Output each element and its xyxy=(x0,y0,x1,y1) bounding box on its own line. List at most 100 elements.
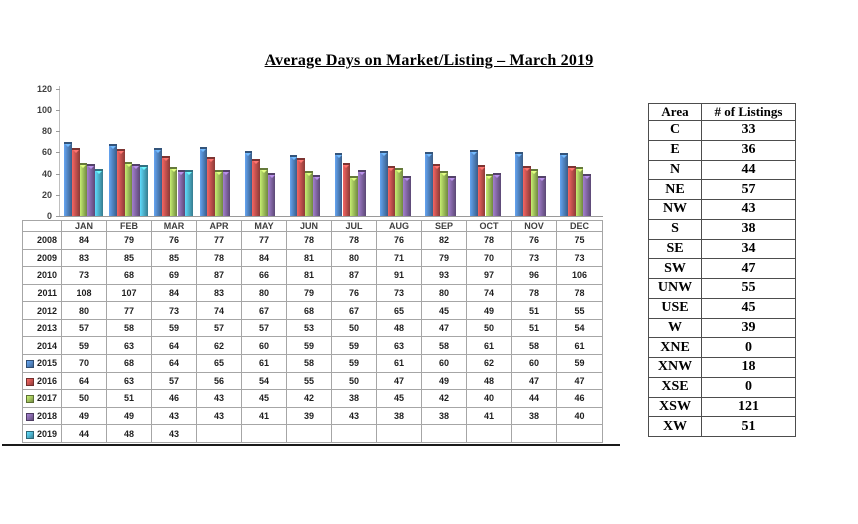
bar-top-highlight xyxy=(268,175,275,178)
bar-2018-mar xyxy=(177,170,186,216)
value-cell-2009-jan: 83 xyxy=(61,248,107,268)
value-cell-2013-jun: 53 xyxy=(286,318,332,338)
bar-top-highlight xyxy=(388,168,395,171)
value-cell-2017-feb: 51 xyxy=(106,389,152,408)
value-cell-2018-jan: 49 xyxy=(61,406,107,426)
value-cell-2017-apr: 43 xyxy=(196,389,242,408)
value-cell-2015-may: 61 xyxy=(241,354,287,373)
value-cell-2012-jul: 67 xyxy=(331,301,377,320)
bar-top-highlight xyxy=(335,155,342,158)
listings-row-xse: XSE 0 xyxy=(648,376,796,398)
bar-top-highlight xyxy=(200,149,207,152)
count-cell: 39 xyxy=(701,317,796,339)
value-cell-2011-jun: 79 xyxy=(286,283,332,303)
value-cell-2009-mar: 85 xyxy=(151,248,197,268)
value-cell-2013-mar: 59 xyxy=(151,318,197,338)
bar-top-highlight xyxy=(186,172,193,175)
bar-top-highlight xyxy=(568,168,575,171)
listings-row-se: SE 34 xyxy=(648,238,796,260)
bar-2019-feb xyxy=(140,165,148,216)
value-cell-2011-mar: 84 xyxy=(151,283,197,303)
bar-2016-dec xyxy=(568,166,576,216)
value-cell-2009-feb: 85 xyxy=(106,248,152,268)
value-cell-2019-dec xyxy=(556,424,603,443)
value-cell-2011-oct: 74 xyxy=(466,283,512,303)
listings-table: Area # of Listings C 33 E 36 N 44 NE 57 NW 43 S 38 S… xyxy=(648,103,796,437)
value-cell-2018-mar: 43 xyxy=(151,406,197,426)
bar-top-highlight xyxy=(305,173,312,176)
value-cell-2008-feb: 79 xyxy=(106,231,152,250)
y-axis-tick-label: 40 xyxy=(41,168,52,179)
bar-top-highlight xyxy=(215,172,222,175)
value-cell-2010-nov: 96 xyxy=(511,266,557,285)
value-cell-2019-nov xyxy=(511,424,557,443)
value-cell-2016-jan: 64 xyxy=(61,371,107,391)
monthly-data-table: JAN FEB MAR APR MAY JUN JUL AUG SEP OCT NOV DEC 200… xyxy=(22,220,603,443)
area-cell: XNE xyxy=(648,337,702,358)
table-row-2015: 2015 70 68 64 65 61 58 59 61 60 62 60 59 xyxy=(22,354,603,373)
area-cell: C xyxy=(648,120,702,141)
value-cell-2010-jan: 73 xyxy=(61,266,107,285)
value-cell-2018-feb: 49 xyxy=(106,406,152,426)
value-cell-2009-aug: 71 xyxy=(376,248,422,268)
value-cell-2008-apr: 77 xyxy=(196,231,242,250)
x-axis-line xyxy=(59,216,603,217)
value-cell-2015-nov: 60 xyxy=(511,354,557,373)
value-cell-2017-mar: 46 xyxy=(151,389,197,408)
listings-header-area: Area xyxy=(648,103,702,121)
value-cell-2013-jul: 50 xyxy=(331,318,377,338)
bar-top-highlight xyxy=(245,153,252,156)
count-cell: 36 xyxy=(701,139,796,161)
value-cell-2014-jun: 59 xyxy=(286,336,332,356)
year-cell-2016: 2016 xyxy=(22,371,62,391)
y-axis-line xyxy=(59,86,60,217)
listings-row-nw: NW 43 xyxy=(648,199,796,220)
bar-top-highlight xyxy=(253,161,260,164)
bar-top-highlight xyxy=(351,178,358,181)
bar-top-highlight xyxy=(478,167,485,170)
legend-key-2015 xyxy=(26,360,34,369)
month-header-aug: AUG xyxy=(376,220,422,232)
count-cell: 47 xyxy=(701,258,796,279)
value-cell-2010-dec: 106 xyxy=(556,266,603,285)
value-cell-2013-jan: 57 xyxy=(61,318,107,338)
value-cell-2012-may: 67 xyxy=(241,301,287,320)
value-cell-2015-dec: 59 xyxy=(556,354,603,373)
value-cell-2018-jul: 43 xyxy=(331,406,377,426)
bar-top-highlight xyxy=(343,165,350,168)
area-cell: XNW xyxy=(648,357,702,378)
value-cell-2011-apr: 83 xyxy=(196,283,242,303)
y-axis-tick-mark xyxy=(56,110,60,111)
value-cell-2009-dec: 73 xyxy=(556,248,603,268)
bar-top-highlight xyxy=(290,157,297,160)
bar-2016-jul xyxy=(342,163,351,216)
bar-2015-dec xyxy=(560,153,568,216)
bar-2018-jan xyxy=(87,164,95,216)
value-cell-2008-jul: 78 xyxy=(331,231,377,250)
area-cell: SE xyxy=(648,238,702,260)
value-cell-2014-apr: 62 xyxy=(196,336,242,356)
value-cell-2009-sep: 79 xyxy=(421,248,467,268)
area-cell: W xyxy=(648,317,702,339)
area-cell: N xyxy=(648,159,702,181)
value-cell-2018-apr: 43 xyxy=(196,406,242,426)
value-cell-2015-jul: 59 xyxy=(331,354,377,373)
bar-2017-jun xyxy=(305,171,313,216)
bar-2018-nov xyxy=(538,176,546,216)
count-cell: 43 xyxy=(701,199,796,220)
bar-top-highlight xyxy=(433,166,440,169)
table-row-2017: 2017 50 51 46 43 45 42 38 45 42 40 44 46 xyxy=(22,389,603,408)
y-axis-tick-mark xyxy=(56,88,60,90)
value-cell-2018-oct: 41 xyxy=(466,406,512,426)
year-cell-2008: 2008 xyxy=(22,231,62,250)
value-cell-2013-apr: 57 xyxy=(196,318,242,338)
month-header-row: JAN FEB MAR APR MAY JUN JUL AUG SEP OCT NOV DEC xyxy=(22,220,603,232)
value-cell-2009-oct: 70 xyxy=(466,248,512,268)
chart-title: Average Days on Market/Listing – March 2… xyxy=(264,52,594,69)
table-row-2014: 2014 59 63 64 62 60 59 59 63 58 61 58 61 xyxy=(22,336,603,356)
value-cell-2008-mar: 76 xyxy=(151,231,197,250)
month-header-mar: MAR xyxy=(151,220,197,232)
value-cell-2015-apr: 65 xyxy=(196,354,242,373)
bar-2018-may xyxy=(267,173,276,216)
value-cell-2014-mar: 64 xyxy=(151,336,197,356)
